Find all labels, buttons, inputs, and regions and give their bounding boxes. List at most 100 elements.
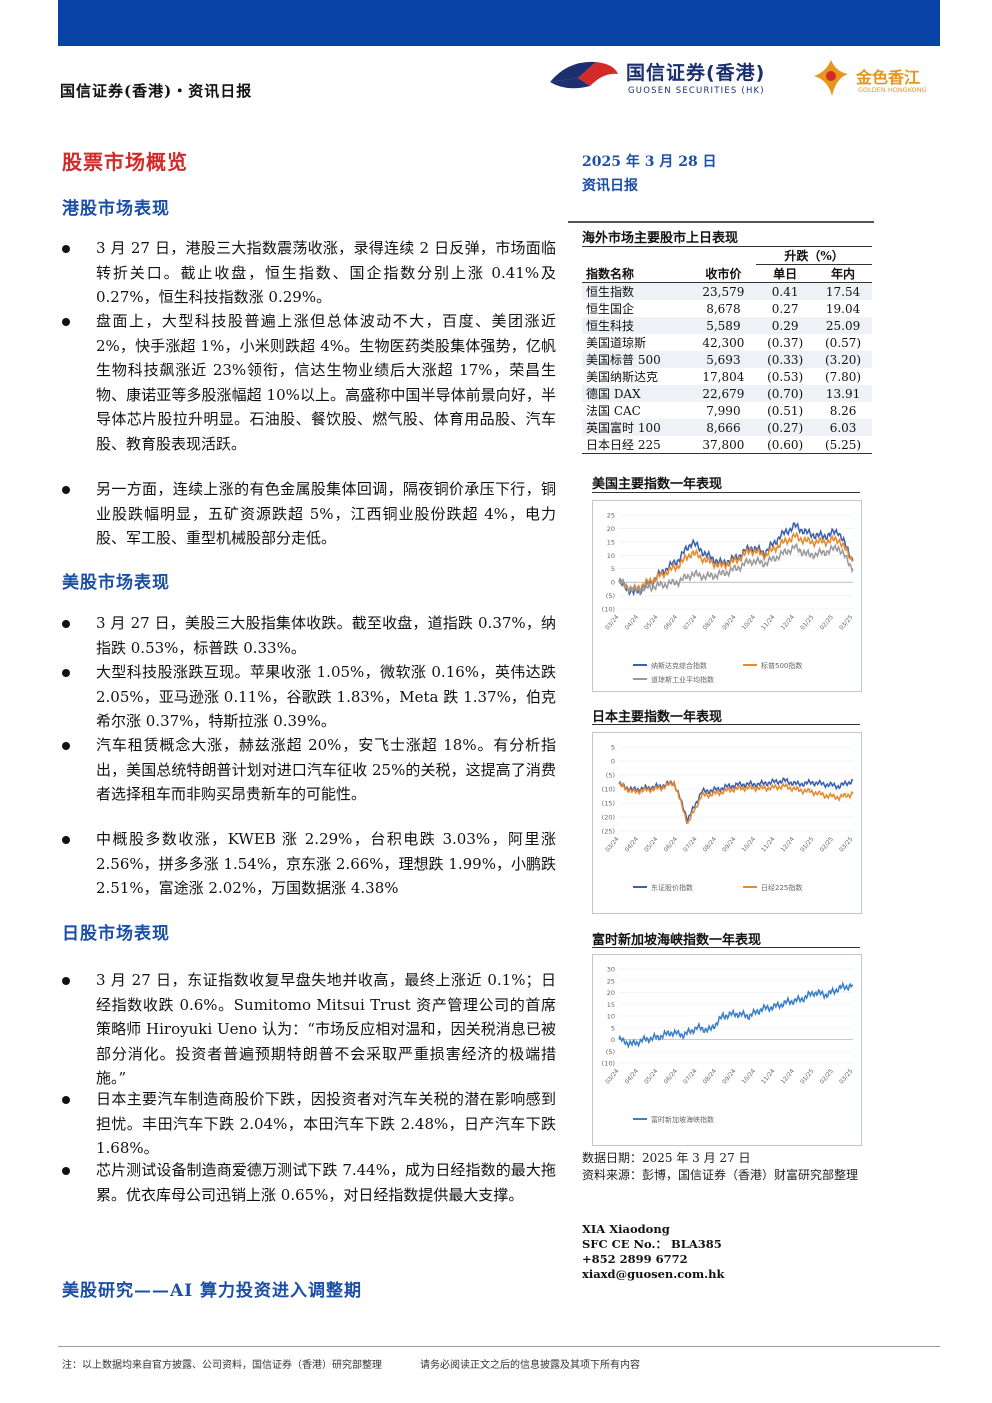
series-line xyxy=(618,981,853,1049)
table-row: 美国标普 500 5,693 (0.33) (3.20) xyxy=(582,351,872,368)
us-chart-title: 美国主要指数一年表现 xyxy=(592,477,723,492)
x-tick-label: 11/24 xyxy=(760,836,777,854)
table-row: 恒生国企 8,678 0.27 19.04 xyxy=(582,300,872,317)
cell-day: 0.41 xyxy=(756,282,815,300)
x-tick-label: 11/24 xyxy=(760,614,777,632)
y-tick-label: 5 xyxy=(611,744,615,752)
y-tick-label: (25) xyxy=(602,828,615,836)
cell-name: 美国道琼斯 xyxy=(586,336,647,350)
x-tick-label: 03/24 xyxy=(604,1068,621,1086)
data-date: 数据日期：2025 年 3 月 27 日 xyxy=(582,1151,751,1165)
y-tick-label: (20) xyxy=(602,814,615,822)
y-tick-label: 10 xyxy=(607,552,615,560)
x-tick-label: 12/24 xyxy=(780,836,797,854)
cell-ytd: (7.80) xyxy=(825,369,862,384)
us-bullet-3: 汽车租赁概念大涨，赫兹涨超 20%，安飞士涨超 18%。有分析指出，美国总统特朗… xyxy=(62,733,556,807)
footer-divider xyxy=(58,1346,940,1347)
data-source: 数据日期：2025 年 3 月 27 日 资料来源：彭博，国信证券（香港）财富研… xyxy=(582,1150,872,1184)
x-tick-label: 03/25 xyxy=(838,1068,855,1086)
legend-label: 东证股价指数 xyxy=(651,883,693,892)
cell-name: 日本日经 225 xyxy=(586,438,661,452)
guosen-logo-icon xyxy=(550,61,618,89)
cell-ytd: 6.03 xyxy=(814,419,872,436)
table-row: 美国道琼斯 42,300 (0.37) (0.57) xyxy=(582,334,872,351)
table-row: 日本日经 225 37,800 (0.60) (5.25) xyxy=(582,436,872,454)
data-source-text: 资料来源：彭博，国信证券（香港）财富研究部整理 xyxy=(582,1168,859,1182)
legend-label: 纳斯达克综合指数 xyxy=(651,661,707,670)
cell-name: 恒生科技 xyxy=(582,317,691,334)
cell-day: (0.60) xyxy=(767,437,804,452)
cell-close: 5,693 xyxy=(690,351,757,368)
col-change-header: 升跌（%） xyxy=(756,246,872,265)
x-tick-label: 07/24 xyxy=(682,836,699,854)
table-row: 恒生科技 5,589 0.29 25.09 xyxy=(582,317,872,334)
cell-ytd: 19.04 xyxy=(825,301,861,316)
x-tick-label: 03/25 xyxy=(838,836,855,854)
cell-ytd: 8.26 xyxy=(829,403,857,418)
cell-close: 7,990 xyxy=(706,403,741,418)
series-line xyxy=(618,777,854,823)
hk-bullet-1: 3 月 27 日，港股三大指数震荡收涨，录得连续 2 日反弹，市场面临转折关口。… xyxy=(62,236,556,310)
top-banner xyxy=(58,0,940,46)
cell-close: 22,679 xyxy=(690,385,757,402)
x-tick-label: 04/24 xyxy=(624,836,641,854)
x-tick-label: 05/24 xyxy=(643,614,660,632)
cell-ytd: (0.57) xyxy=(825,335,862,350)
y-tick-label: 20 xyxy=(607,525,615,533)
y-tick-label: 5 xyxy=(611,565,615,573)
cell-day: (0.27) xyxy=(756,419,815,436)
analyst-email[interactable]: xiaxd@guosen.com.hk xyxy=(582,1267,725,1281)
x-tick-label: 09/24 xyxy=(721,1068,738,1086)
cell-day: (0.37) xyxy=(767,335,804,350)
jp-chart: 5 0 (5) (10) (15) (20) (25)03/24 04/24 05/24 06/2… xyxy=(592,732,862,914)
cell-close: 8,666 xyxy=(690,419,757,436)
y-tick-label: (5) xyxy=(606,592,615,600)
x-tick-label: 10/24 xyxy=(741,836,758,854)
cell-day: (0.33) xyxy=(756,351,815,368)
y-tick-label: 25 xyxy=(607,512,615,520)
cell-day: 0.27 xyxy=(771,301,799,316)
y-tick-label: 10 xyxy=(607,1013,615,1021)
cell-name: 美国标普 500 xyxy=(582,351,691,368)
cell-day: (0.51) xyxy=(767,403,804,418)
golden-hongkong-logo-subtext: GOLDEN HONGKONG xyxy=(858,86,927,94)
jp-chart-rule xyxy=(592,724,860,725)
y-tick-label: (15) xyxy=(602,800,615,808)
analyst-name: XIA Xiaodong xyxy=(582,1222,670,1236)
cell-ytd: 25.09 xyxy=(814,317,872,334)
x-tick-label: 03/24 xyxy=(604,836,621,854)
col-close-header: 收市价 xyxy=(705,266,742,281)
jp-bullet-1: 3 月 27 日，东证指数收复早盘失地并收高，最终上涨近 0.1%；日经指数收跌… xyxy=(62,968,556,1091)
us-bullet-4: 中概股多数收涨，KWEB 涨 2.29%，台积电跌 3.03%，阿里涨 2.56… xyxy=(62,827,556,901)
y-tick-label: 0 xyxy=(611,1036,615,1044)
report-date-block: 2025 年 3 月 28 日 资讯日报 xyxy=(582,150,717,198)
cell-ytd: 17.54 xyxy=(814,282,872,300)
guosen-logo-subtext: GUOSEN SECURITIES (HK) xyxy=(628,86,765,96)
y-tick-label: 25 xyxy=(607,977,615,985)
x-tick-label: 01/25 xyxy=(799,836,816,854)
x-tick-label: 01/25 xyxy=(799,1068,816,1086)
cell-name: 法国 CAC xyxy=(586,404,641,418)
y-tick-label: 5 xyxy=(611,1024,615,1032)
hk-section-title: 港股市场表现 xyxy=(62,199,170,219)
x-tick-label: 04/24 xyxy=(624,614,641,632)
x-tick-label: 08/24 xyxy=(702,1068,719,1086)
guosen-logo-text: 国信证券(香港) xyxy=(626,62,766,84)
col-day-header: 单日 xyxy=(773,267,798,281)
col-name-header: 指数名称 xyxy=(586,266,635,281)
legend-label: 日经225指数 xyxy=(761,883,802,892)
jp-section-title: 日股市场表现 xyxy=(62,924,170,944)
cell-day: (0.53) xyxy=(767,369,804,384)
y-tick-label: 20 xyxy=(607,989,615,997)
y-tick-label: (5) xyxy=(606,1048,615,1056)
x-tick-label: 09/24 xyxy=(721,836,738,854)
golden-hongkong-logo-icon xyxy=(814,60,848,96)
x-tick-label: 06/24 xyxy=(663,614,680,632)
legend-label: 标普500指数 xyxy=(761,661,802,670)
analyst-info: XIA Xiaodong SFC CE No.： BLA385 +852 289… xyxy=(582,1222,724,1282)
x-tick-label: 06/24 xyxy=(663,836,680,854)
y-tick-label: (5) xyxy=(606,772,615,780)
cell-name: 英国富时 100 xyxy=(582,419,691,436)
x-tick-label: 07/24 xyxy=(682,614,699,632)
